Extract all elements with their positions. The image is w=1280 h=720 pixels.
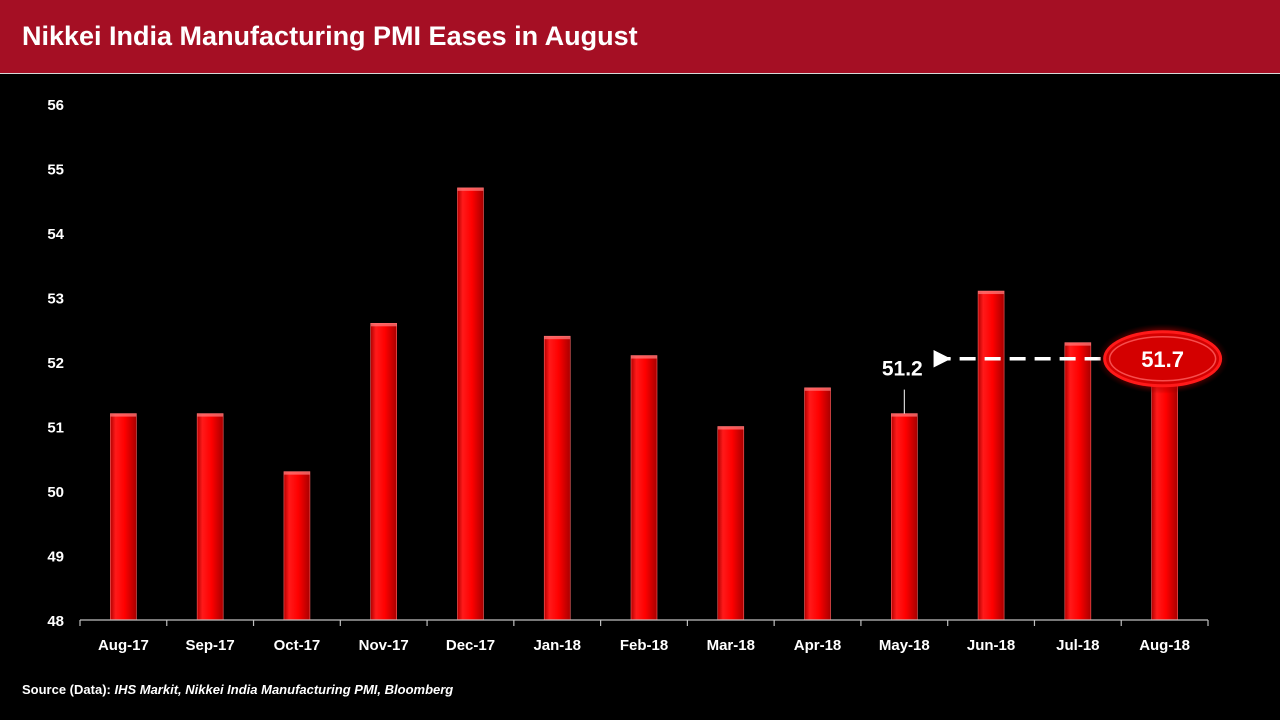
bar-top-highlight [1064,342,1091,346]
bar-aug-17 [110,413,137,621]
y-tick-label: 50 [47,484,64,501]
bar-feb-18 [630,355,658,621]
y-tick-label: 51 [47,420,64,437]
y-tick-label: 56 [47,97,64,114]
bar-nov-17 [370,323,397,621]
bar-jan-18 [543,335,571,621]
highlight-inner-ring [1108,336,1217,382]
y-tick-label: 52 [47,355,64,372]
bar-top-highlight [457,187,484,191]
bar-top-highlight [631,355,657,359]
bar-sep-17 [196,413,224,621]
highlight-ellipse [1103,330,1223,388]
title-banner: Nikkei India Manufacturing PMI Eases in … [0,0,1280,74]
y-tick-label: 53 [47,291,64,308]
x-tick-label: Nov-17 [359,637,409,654]
bar-jun-18 [977,290,1005,621]
x-tick-label: May-18 [879,637,930,654]
chart-title: Nikkei India Manufacturing PMI Eases in … [22,21,638,51]
bar-top-highlight [891,413,918,417]
bar-may-18 [891,413,918,621]
bar-top-highlight [197,413,224,417]
bar-dec-17 [457,187,484,621]
bar-top-highlight [978,291,1005,295]
x-tick-label: Aug-17 [98,637,149,654]
x-tick-label: Aug-18 [1139,637,1190,654]
y-tick-label: 54 [47,226,64,243]
y-tick-label: 48 [47,613,64,630]
bar-top-highlight [110,413,137,417]
source-label: Source (Data): [22,682,115,697]
bar-top-highlight [370,323,397,327]
callout-label-prev: 51.2 [882,358,923,381]
x-tick-label: Apr-18 [794,637,842,654]
bar-top-highlight [717,426,744,430]
x-tick-label: Dec-17 [446,637,495,654]
source-text: IHS Markit, Nikkei India Manufacturing P… [114,682,454,697]
bar-top-highlight [283,471,310,475]
bar-apr-18 [804,387,831,621]
y-tick-label: 55 [47,162,64,179]
bar-chart: 48 49 50 51 52 53 54 55 56 Aug-17 Sep-17 Oct-17 Nov… [47,97,1229,654]
x-tick-label: Jun-18 [967,637,1015,654]
x-tick-label: Jan-18 [533,637,581,654]
bar-top-highlight [804,387,831,391]
bar-oct-17 [283,471,311,621]
source-note: Source (Data): IHS Markit, Nikkei India … [22,682,453,697]
x-tick-label: Feb-18 [620,637,668,654]
bar-top-highlight [544,336,571,340]
x-tick-label: Jul-18 [1056,637,1099,654]
callout-label-current: 51.7 [1141,347,1184,372]
x-tick-label: Sep-17 [186,637,235,654]
y-tick-label: 49 [47,549,64,566]
bar-mar-18 [717,426,745,621]
bar-jul-18 [1064,342,1092,621]
x-tick-label: Oct-17 [274,637,321,654]
bar-aug-18 [1151,381,1178,621]
x-tick-label: Mar-18 [707,637,755,654]
